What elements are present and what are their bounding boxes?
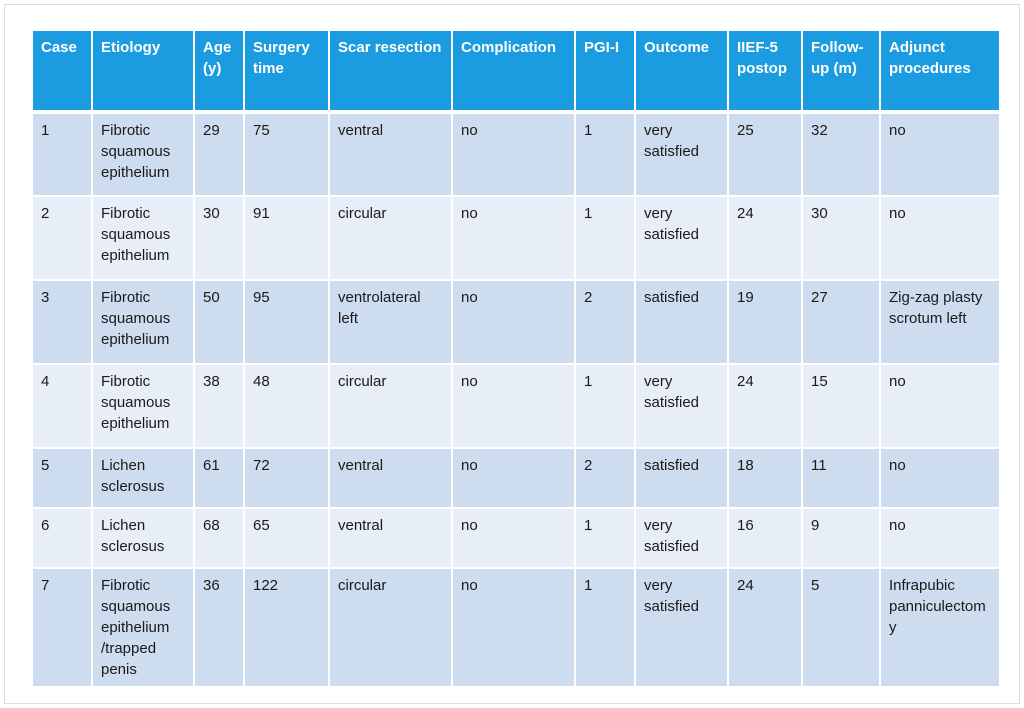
cell-outcome: very satisfied — [634, 195, 729, 281]
header-follow-up: Follow-up (m) — [801, 29, 881, 114]
cell-pgi-i: 1 — [574, 195, 636, 281]
table-row: 5 Lichen sclerosus 61 72 ventral no 2 sa… — [31, 447, 1001, 509]
cell-adjunct: no — [879, 363, 1001, 449]
cell-complication: no — [451, 279, 576, 365]
cell-age: 38 — [193, 363, 245, 449]
cell-surgery-time: 65 — [243, 507, 330, 569]
cell-iief5: 25 — [727, 111, 803, 197]
table-row: 2 Fibrotic squamous epithelium 30 91 cir… — [31, 195, 1001, 281]
cell-age: 30 — [193, 195, 245, 281]
cell-scar-resection: ventral — [328, 111, 453, 197]
cell-adjunct: no — [879, 507, 1001, 569]
cell-etiology: Lichen sclerosus — [91, 447, 195, 509]
cell-case: 1 — [31, 111, 93, 197]
cell-etiology: Fibrotic squamous epithelium — [91, 279, 195, 365]
cell-surgery-time: 72 — [243, 447, 330, 509]
cell-surgery-time: 122 — [243, 567, 330, 688]
cell-iief5: 16 — [727, 507, 803, 569]
cell-surgery-time: 48 — [243, 363, 330, 449]
cell-case: 6 — [31, 507, 93, 569]
cell-iief5: 24 — [727, 195, 803, 281]
cell-follow-up: 30 — [801, 195, 881, 281]
cell-surgery-time: 95 — [243, 279, 330, 365]
header-etiology: Etiology — [91, 29, 195, 114]
cell-follow-up: 32 — [801, 111, 881, 197]
cell-outcome: very satisfied — [634, 507, 729, 569]
cell-complication: no — [451, 363, 576, 449]
cell-surgery-time: 91 — [243, 195, 330, 281]
table-row: 7 Fibrotic squamous epithelium /trapped … — [31, 567, 1001, 688]
cell-adjunct: Infrapubic panniculectomy — [879, 567, 1001, 688]
cell-case: 2 — [31, 195, 93, 281]
cell-pgi-i: 1 — [574, 507, 636, 569]
cell-adjunct: no — [879, 195, 1001, 281]
cell-scar-resection: ventral — [328, 447, 453, 509]
cell-age: 50 — [193, 279, 245, 365]
cell-age: 68 — [193, 507, 245, 569]
header-scar-resection: Scar resection — [328, 29, 453, 114]
table-row: 1 Fibrotic squamous epithelium 29 75 ven… — [31, 111, 1001, 197]
cell-etiology: Fibrotic squamous epithelium — [91, 363, 195, 449]
cell-case: 5 — [31, 447, 93, 509]
case-table: Case Etiology Age (y) Surgery time Scar … — [31, 29, 1001, 688]
header-complication: Complication — [451, 29, 576, 114]
cell-iief5: 18 — [727, 447, 803, 509]
header-age: Age (y) — [193, 29, 245, 114]
cell-outcome: very satisfied — [634, 363, 729, 449]
cell-complication: no — [451, 507, 576, 569]
cell-scar-resection: ventrolateral left — [328, 279, 453, 365]
cell-outcome: very satisfied — [634, 111, 729, 197]
cell-pgi-i: 1 — [574, 567, 636, 688]
header-pgi-i: PGI-I — [574, 29, 636, 114]
cell-adjunct: no — [879, 447, 1001, 509]
cell-etiology: Lichen sclerosus — [91, 507, 195, 569]
cell-pgi-i: 2 — [574, 447, 636, 509]
cell-scar-resection: ventral — [328, 507, 453, 569]
cell-age: 61 — [193, 447, 245, 509]
cell-case: 7 — [31, 567, 93, 688]
cell-age: 29 — [193, 111, 245, 197]
cell-etiology: Fibrotic squamous epithelium — [91, 195, 195, 281]
cell-case: 4 — [31, 363, 93, 449]
cell-complication: no — [451, 111, 576, 197]
header-row: Case Etiology Age (y) Surgery time Scar … — [31, 29, 1001, 114]
header-adjunct-procedures: Adjunct procedures — [879, 29, 1001, 114]
cell-etiology: Fibrotic squamous epithelium — [91, 111, 195, 197]
header-iief5-postop: IIEF-5 postop — [727, 29, 803, 114]
cell-scar-resection: circular — [328, 195, 453, 281]
cell-scar-resection: circular — [328, 363, 453, 449]
cell-pgi-i: 2 — [574, 279, 636, 365]
cell-iief5: 24 — [727, 567, 803, 688]
header-surgery-time: Surgery time — [243, 29, 330, 114]
cell-follow-up: 27 — [801, 279, 881, 365]
cell-pgi-i: 1 — [574, 111, 636, 197]
header-case: Case — [31, 29, 93, 114]
cell-iief5: 19 — [727, 279, 803, 365]
cell-outcome: satisfied — [634, 447, 729, 509]
cell-adjunct: no — [879, 111, 1001, 197]
cell-outcome: very satisfied — [634, 567, 729, 688]
table-row: 3 Fibrotic squamous epithelium 50 95 ven… — [31, 279, 1001, 365]
cell-follow-up: 5 — [801, 567, 881, 688]
cell-follow-up: 11 — [801, 447, 881, 509]
cell-outcome: satisfied — [634, 279, 729, 365]
table-row: 6 Lichen sclerosus 68 65 ventral no 1 ve… — [31, 507, 1001, 569]
cell-etiology: Fibrotic squamous epithelium /trapped pe… — [91, 567, 195, 688]
header-outcome: Outcome — [634, 29, 729, 114]
cell-complication: no — [451, 567, 576, 688]
cell-surgery-time: 75 — [243, 111, 330, 197]
cell-scar-resection: circular — [328, 567, 453, 688]
table-row: 4 Fibrotic squamous epithelium 38 48 cir… — [31, 363, 1001, 449]
cell-iief5: 24 — [727, 363, 803, 449]
cell-pgi-i: 1 — [574, 363, 636, 449]
cell-age: 36 — [193, 567, 245, 688]
cell-follow-up: 9 — [801, 507, 881, 569]
cell-complication: no — [451, 195, 576, 281]
slide-frame — [4, 4, 1020, 704]
cell-adjunct: Zig-zag plasty scrotum left — [879, 279, 1001, 365]
cell-case: 3 — [31, 279, 93, 365]
cell-follow-up: 15 — [801, 363, 881, 449]
cell-complication: no — [451, 447, 576, 509]
